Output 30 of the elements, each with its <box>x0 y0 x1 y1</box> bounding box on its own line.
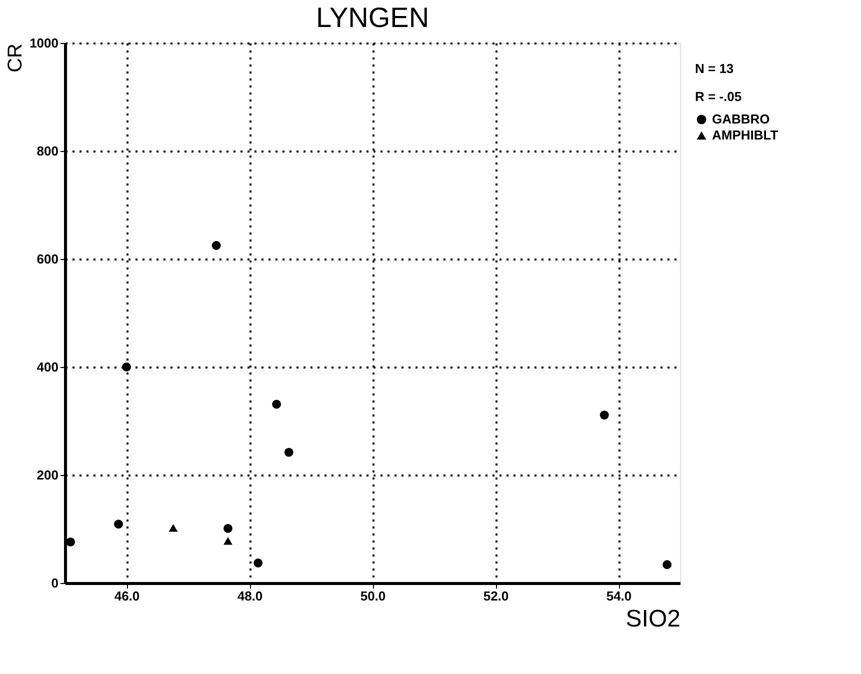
point <box>66 537 76 546</box>
legend-label: GABBRO <box>712 112 770 126</box>
point <box>224 537 232 545</box>
point <box>212 241 221 250</box>
legend-label: AMPHIBLT <box>712 128 778 142</box>
text: N = 13 <box>695 61 734 76</box>
point <box>662 560 672 570</box>
point <box>272 400 282 409</box>
point <box>122 362 131 372</box>
point <box>224 524 232 533</box>
point <box>600 410 609 420</box>
x-tick-label: 52.0 <box>483 588 509 604</box>
x-tick-label: 54.0 <box>606 588 632 604</box>
y-tick-label: 800 <box>36 144 58 158</box>
point <box>254 558 263 568</box>
point <box>114 520 123 529</box>
y-tick-label: 200 <box>36 468 58 482</box>
y-axis-title: CR <box>4 44 27 72</box>
y-tick-label: 0 <box>51 576 58 590</box>
chart-title: LYNGEN <box>316 2 430 33</box>
y-tick-label: 400 <box>36 360 58 374</box>
x-tick-label: 48.0 <box>237 588 263 604</box>
point <box>168 524 178 532</box>
x-axis-title: SIO2 <box>626 606 680 632</box>
point <box>284 448 294 457</box>
y-tick-label: 600 <box>36 252 58 266</box>
y-tick-label: 1000 <box>30 36 58 50</box>
x-tick-label: 46.0 <box>114 588 140 604</box>
text: R = -.05 <box>695 89 742 104</box>
x-tick-label: 50.0 <box>360 588 386 604</box>
